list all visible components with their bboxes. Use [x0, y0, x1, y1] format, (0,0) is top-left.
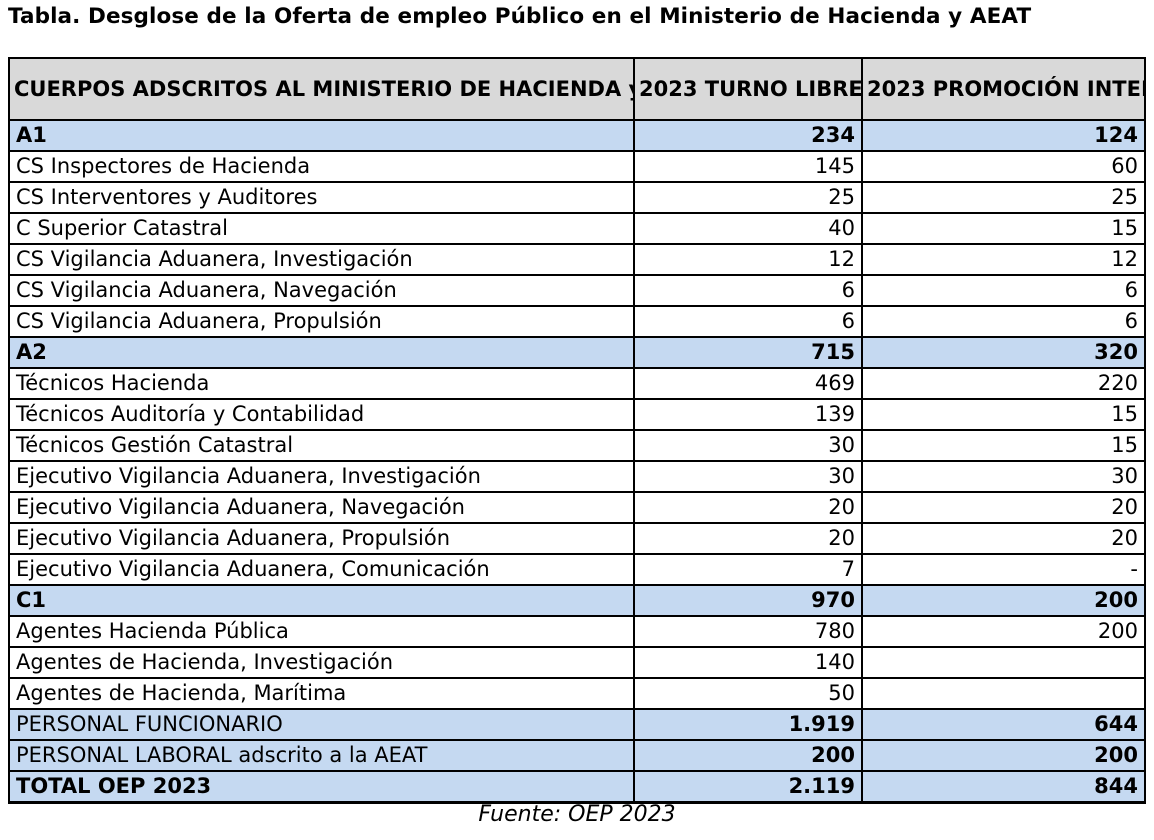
table-row: CS Inspectores de Hacienda 145 60 — [8, 150, 1146, 183]
cell-promocion-interna: 15 — [861, 398, 1146, 431]
cell-promocion-interna: 60 — [861, 150, 1146, 183]
header-promocion-interna: 2023 PROMOCIÓN INTERNA — [861, 57, 1146, 121]
cell-turno-libre: 145 — [633, 150, 863, 183]
table-title: Tabla. Desglose de la Oferta de empleo P… — [8, 4, 1032, 29]
cell-cuerpo: Técnicos Hacienda — [8, 367, 635, 400]
cell-promocion-interna: 220 — [861, 367, 1146, 400]
cell-promocion-interna: 15 — [861, 429, 1146, 462]
cell-turno-libre: 30 — [633, 460, 863, 493]
summary-row: PERSONAL FUNCIONARIO 1.919 644 — [8, 708, 1146, 741]
cell-cuerpo: Ejecutivo Vigilancia Aduanera, Comunicac… — [8, 553, 635, 586]
cell-promocion-interna — [861, 677, 1146, 710]
table-row: CS Interventores y Auditores 25 25 — [8, 181, 1146, 214]
cell-cuerpo: PERSONAL LABORAL adscrito a la AEAT — [8, 739, 635, 772]
group-row: C1 970 200 — [8, 584, 1146, 617]
cell-promocion-interna: 6 — [861, 305, 1146, 338]
cell-cuerpo: C1 — [8, 584, 635, 617]
cell-cuerpo: Agentes Hacienda Pública — [8, 615, 635, 648]
group-row: A1 234 124 — [8, 119, 1146, 152]
cell-turno-libre: 7 — [633, 553, 863, 586]
cell-cuerpo: Agentes de Hacienda, Investigación — [8, 646, 635, 679]
cell-cuerpo: CS Vigilancia Aduanera, Investigación — [8, 243, 635, 276]
cell-cuerpo: CS Vigilancia Aduanera, Propulsión — [8, 305, 635, 338]
table-row: CS Vigilancia Aduanera, Investigación 12 1… — [8, 243, 1146, 276]
cell-promocion-interna — [861, 646, 1146, 679]
header-row: CUERPOS ADSCRITOS AL MINISTERIO DE HACIE… — [8, 57, 1146, 121]
cell-turno-libre: 715 — [633, 336, 863, 369]
cell-cuerpo: C Superior Catastral — [8, 212, 635, 245]
table-row: Ejecutivo Vigilancia Aduanera, Comunicac… — [8, 553, 1146, 586]
cell-cuerpo: CS Interventores y Auditores — [8, 181, 635, 214]
cell-cuerpo: Técnicos Auditoría y Contabilidad — [8, 398, 635, 431]
cell-promocion-interna: 320 — [861, 336, 1146, 369]
cell-turno-libre: 12 — [633, 243, 863, 276]
cell-turno-libre: 6 — [633, 274, 863, 307]
cell-turno-libre: 20 — [633, 491, 863, 524]
cell-turno-libre: 20 — [633, 522, 863, 555]
cell-promocion-interna: 15 — [861, 212, 1146, 245]
group-row: A2 715 320 — [8, 336, 1146, 369]
table-row: Técnicos Hacienda 469 220 — [8, 367, 1146, 400]
summary-row: PERSONAL LABORAL adscrito a la AEAT 200 20… — [8, 739, 1146, 772]
cell-turno-libre: 139 — [633, 398, 863, 431]
table-row: Ejecutivo Vigilancia Aduanera, Navegació… — [8, 491, 1146, 524]
cell-cuerpo: Técnicos Gestión Catastral — [8, 429, 635, 462]
source-note: Fuente: OEP 2023 — [478, 802, 676, 827]
cell-cuerpo: CS Vigilancia Aduanera, Navegación — [8, 274, 635, 307]
cell-cuerpo: PERSONAL FUNCIONARIO — [8, 708, 635, 741]
table-row: CS Vigilancia Aduanera, Navegación 6 6 — [8, 274, 1146, 307]
oep-table: CUERPOS ADSCRITOS AL MINISTERIO DE HACIE… — [8, 57, 1146, 804]
table-row: Ejecutivo Vigilancia Aduanera, Propulsió… — [8, 522, 1146, 555]
cell-turno-libre: 234 — [633, 119, 863, 152]
cell-turno-libre: 970 — [633, 584, 863, 617]
cell-turno-libre: 25 — [633, 181, 863, 214]
cell-promocion-interna: 200 — [861, 584, 1146, 617]
cell-turno-libre: 140 — [633, 646, 863, 679]
table-row: Técnicos Auditoría y Contabilidad 139 15 — [8, 398, 1146, 431]
cell-promocion-interna: 200 — [861, 739, 1146, 772]
total-row: TOTAL OEP 2023 2.119 844 — [8, 770, 1146, 804]
table-row: Agentes Hacienda Pública 780 200 — [8, 615, 1146, 648]
table-row: Agentes de Hacienda, Investigación 140 — [8, 646, 1146, 679]
cell-turno-libre: 40 — [633, 212, 863, 245]
table-row: Agentes de Hacienda, Marítima 50 — [8, 677, 1146, 710]
header-turno-libre: 2023 TURNO LIBRE — [633, 57, 863, 121]
cell-cuerpo: A2 — [8, 336, 635, 369]
cell-turno-libre: 469 — [633, 367, 863, 400]
cell-turno-libre: 30 — [633, 429, 863, 462]
cell-cuerpo: TOTAL OEP 2023 — [8, 770, 635, 804]
cell-promocion-interna: 644 — [861, 708, 1146, 741]
cell-turno-libre: 50 — [633, 677, 863, 710]
table-body: A1 234 124 CS Inspectores de Hacienda 145 60 C… — [8, 119, 1146, 804]
cell-promocion-interna: 6 — [861, 274, 1146, 307]
cell-promocion-interna: 124 — [861, 119, 1146, 152]
cell-promocion-interna: 25 — [861, 181, 1146, 214]
cell-cuerpo: Ejecutivo Vigilancia Aduanera, Navegació… — [8, 491, 635, 524]
cell-promocion-interna: 200 — [861, 615, 1146, 648]
cell-promocion-interna: 12 — [861, 243, 1146, 276]
table-row: Técnicos Gestión Catastral 30 15 — [8, 429, 1146, 462]
table-row: CS Vigilancia Aduanera, Propulsión 6 6 — [8, 305, 1146, 338]
cell-turno-libre: 1.919 — [633, 708, 863, 741]
cell-turno-libre: 6 — [633, 305, 863, 338]
cell-cuerpo: Agentes de Hacienda, Marítima — [8, 677, 635, 710]
cell-promocion-interna: 844 — [861, 770, 1146, 804]
cell-promocion-interna: - — [861, 553, 1146, 586]
cell-promocion-interna: 30 — [861, 460, 1146, 493]
cell-turno-libre: 200 — [633, 739, 863, 772]
cell-cuerpo: CS Inspectores de Hacienda — [8, 150, 635, 183]
header-cuerpos: CUERPOS ADSCRITOS AL MINISTERIO DE HACIE… — [8, 57, 635, 121]
cell-turno-libre: 780 — [633, 615, 863, 648]
table-row: Ejecutivo Vigilancia Aduanera, Investiga… — [8, 460, 1146, 493]
cell-promocion-interna: 20 — [861, 491, 1146, 524]
cell-cuerpo: A1 — [8, 119, 635, 152]
table-row: C Superior Catastral 40 15 — [8, 212, 1146, 245]
cell-cuerpo: Ejecutivo Vigilancia Aduanera, Propulsió… — [8, 522, 635, 555]
cell-cuerpo: Ejecutivo Vigilancia Aduanera, Investiga… — [8, 460, 635, 493]
cell-turno-libre: 2.119 — [633, 770, 863, 804]
cell-promocion-interna: 20 — [861, 522, 1146, 555]
